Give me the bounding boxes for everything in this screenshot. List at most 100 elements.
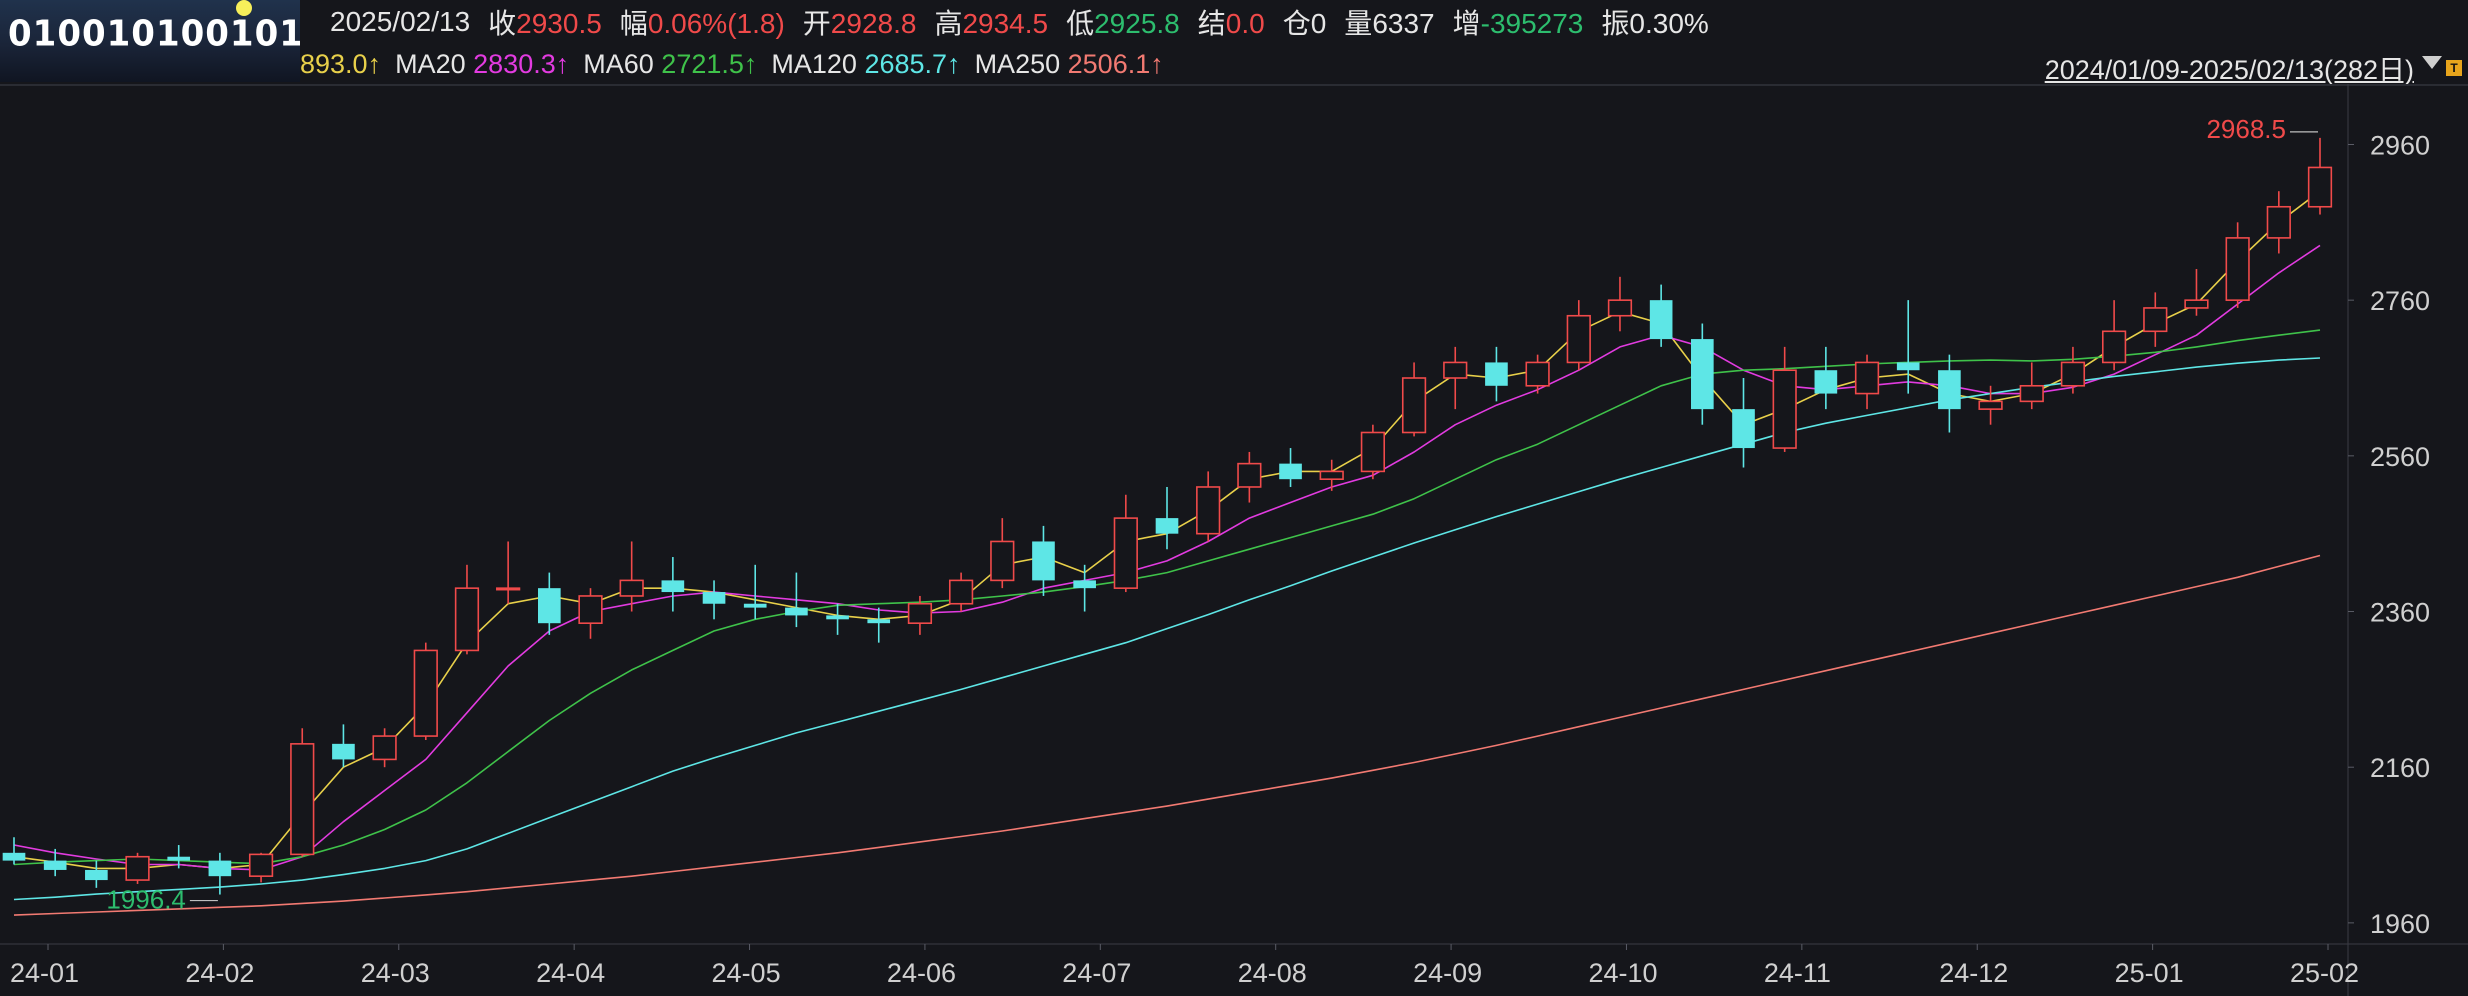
y-tick-label: 2160: [2370, 753, 2430, 783]
quote-settle: 结0.0: [1197, 8, 1265, 39]
ma-line-ma120: [13, 357, 2321, 901]
y-axis-labels: 2960 2760 2560 2360 2160 1960: [2348, 130, 2430, 939]
candle-body-up: [290, 743, 315, 856]
logo-text: 01001010010100: [8, 13, 300, 55]
quote-close: 收2930.5: [488, 8, 602, 39]
price-annotations: 2968.5 1996.4: [106, 114, 2318, 915]
candle-body-down: [1032, 541, 1055, 581]
candle-body-down: [208, 860, 232, 877]
ma-legend: 893.0↑ MA20 2830.3↑ MA60 2721.5↑ MA120 2…: [300, 46, 1178, 82]
candle-body-up: [578, 595, 603, 624]
x-tick-label: 24-11: [1764, 958, 1831, 988]
candle-body-up: [1360, 431, 1386, 473]
candle-body-down: [867, 619, 891, 624]
chevron-down-icon[interactable]: [2422, 56, 2442, 69]
y-tick-label: 2760: [2370, 286, 2430, 316]
candle-body-down: [1485, 362, 1508, 386]
y-tick-label: 2560: [2370, 442, 2430, 472]
candlesticks: [2, 137, 2333, 895]
candle-body-up: [496, 587, 521, 591]
candle-body-down: [1732, 409, 1755, 449]
y-tick-label: 2360: [2370, 598, 2430, 628]
candle-body-up: [248, 853, 274, 877]
ma250-legend: MA250 2506.1↑: [974, 48, 1164, 79]
candle-body-down: [1279, 463, 1302, 480]
quote-low: 低2925.8: [1066, 8, 1180, 39]
candle-body-down: [1073, 580, 1096, 589]
candle-body-down: [1938, 370, 1961, 410]
candle-body-up: [2307, 166, 2333, 208]
candle-body-up: [372, 735, 397, 761]
candle-body-down: [2, 852, 26, 861]
quote-amplitude: 振0.30%: [1601, 8, 1709, 39]
candle-body-up: [948, 579, 974, 605]
ma60-legend: MA60 2721.5↑: [583, 48, 758, 79]
logo-glow: [236, 0, 252, 16]
quote-date: 2025/02/13: [330, 6, 471, 37]
candle-body-down: [332, 743, 355, 760]
x-tick-label: 24-07: [1062, 958, 1131, 988]
candle-body-down: [1814, 370, 1838, 394]
x-tick-label: 24-10: [1588, 958, 1657, 988]
min-price-label: 1996.4: [106, 885, 186, 915]
x-tick-label: 24-02: [185, 958, 254, 988]
candle-body-down: [1690, 339, 1714, 410]
candle-body-down: [702, 592, 726, 604]
candle-body-up: [907, 602, 933, 624]
candle-body-up: [1854, 361, 1880, 395]
candle-body-down: [1896, 362, 1920, 371]
candle-body-up: [1113, 517, 1138, 589]
candle-body-down: [785, 607, 808, 616]
candle-body-down: [43, 860, 67, 870]
x-tick-label: 24-04: [536, 958, 605, 988]
candle-body-up: [1978, 400, 2003, 410]
ma120-legend: MA120 2685.7↑: [771, 48, 961, 79]
candle-body-up: [454, 587, 480, 652]
ma-line-ma60: [13, 329, 2321, 866]
candle-body-up: [1772, 369, 1797, 449]
x-tick-label: 24-01: [10, 958, 79, 988]
candle-body-down: [537, 588, 561, 624]
quote-volume: 量6337: [1344, 8, 1435, 39]
quote-open-interest: 仓0: [1282, 8, 1327, 39]
x-axis-labels: 24-01 24-02 24-03 24-04 24-05 24-06 24-07 24-08…: [10, 944, 2359, 988]
x-tick-label: 24-12: [1939, 958, 2008, 988]
candle-body-down: [85, 869, 108, 881]
ma-line-ma250: [13, 554, 2321, 916]
y-tick-label: 1960: [2370, 909, 2430, 939]
candle-body-up: [2019, 384, 2044, 403]
x-tick-label: 24-06: [887, 958, 956, 988]
candle-body-up: [1401, 377, 1427, 434]
candle-body-down: [661, 580, 685, 593]
candle-body-down: [1649, 300, 1673, 340]
candle-body-up: [1237, 462, 1262, 488]
candle-body-up: [1443, 361, 1468, 379]
candle-body-up: [990, 540, 1015, 582]
quote-increase: 增-395273: [1452, 8, 1584, 39]
candle-body-up: [2266, 205, 2291, 239]
candle-body-up: [413, 649, 438, 737]
candle-body-up: [125, 855, 150, 881]
candle-body-up: [2225, 237, 2250, 301]
candle-body-up: [1196, 486, 1221, 535]
candle-body-down: [826, 615, 849, 620]
date-range[interactable]: 2024/01/09-2025/02/13(282日): [2044, 55, 2414, 85]
kline-chart[interactable]: 2960 2760 2560 2360 2160 1960 24-01 24-02 24-03…: [0, 84, 2468, 996]
candle-body-up: [2184, 299, 2209, 309]
candle-body-up: [1525, 361, 1550, 387]
y-tick-label: 2960: [2370, 130, 2430, 160]
candle-body-up: [1607, 299, 1633, 317]
candle-body-up: [1566, 314, 1591, 364]
candle-body-up: [619, 579, 644, 597]
x-tick-label: 24-08: [1238, 958, 1307, 988]
ma-line-ma20: [13, 244, 2321, 871]
grid-lines: [0, 84, 2468, 996]
header-divider: [0, 84, 2468, 86]
max-price-label: 2968.5: [2206, 114, 2286, 144]
x-tick-label: 24-09: [1413, 958, 1482, 988]
x-tick-label: 25-01: [2115, 958, 2184, 988]
t-badge-icon[interactable]: T: [2446, 60, 2462, 76]
x-tick-label: 24-03: [361, 958, 430, 988]
candle-body-down: [167, 856, 191, 861]
candle-body-up: [2143, 307, 2168, 333]
